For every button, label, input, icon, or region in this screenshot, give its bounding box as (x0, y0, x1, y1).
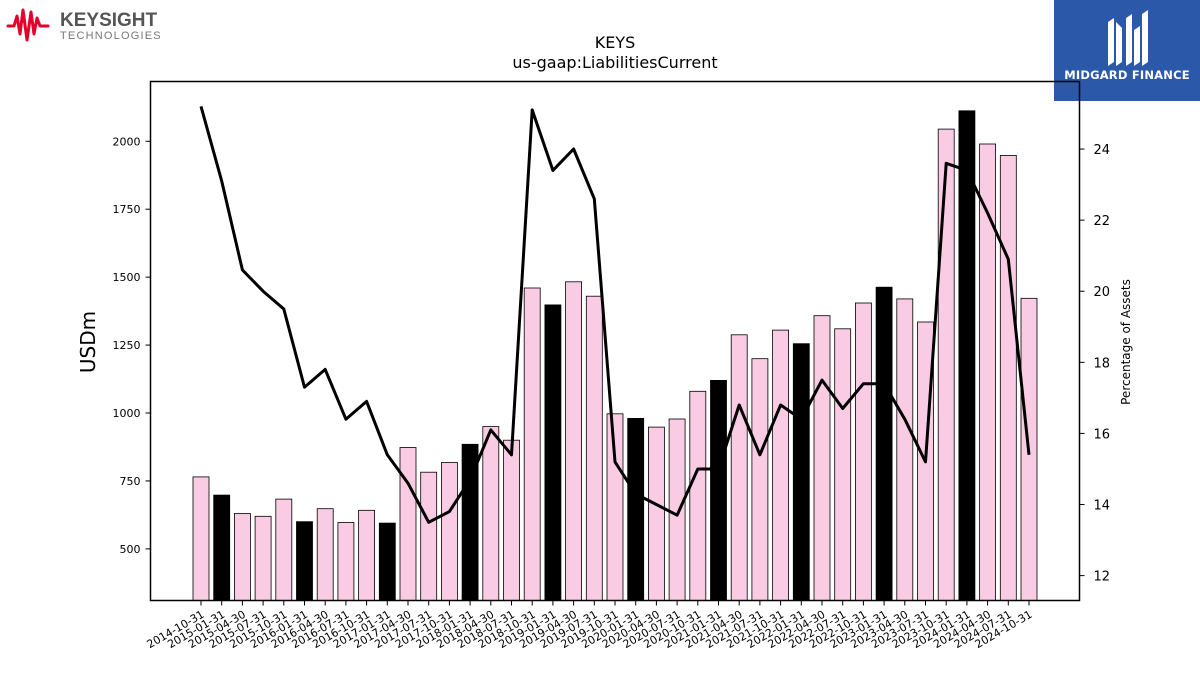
bar-2020-07-31 (668, 418, 686, 601)
bar-2022-01-31 (792, 343, 810, 601)
y-tick-right-label: 20 (1094, 285, 1111, 300)
bar-2017-10-31 (440, 462, 458, 601)
bar-2015-07-31 (254, 515, 272, 601)
bar-2016-10-31 (358, 509, 376, 601)
y-ticks-right: 12 14 16 18 20 22 24 (1079, 143, 1111, 585)
y-tick-right-label: 14 (1094, 499, 1111, 514)
bar-2016-07-31 (337, 522, 355, 601)
bar-2015-04-30 (233, 513, 251, 601)
y-tick-left-label: 1000 (113, 407, 141, 420)
bar-2023-01-31 (875, 286, 893, 601)
bar-2021-10-31 (772, 329, 789, 601)
bar-2017-04-30 (399, 447, 417, 601)
y-tick-left-label: 1250 (113, 339, 141, 352)
chart-subtitle: us-gaap:LiabilitiesCurrent (512, 53, 717, 72)
bar-2014-10-31 (192, 476, 210, 601)
bar-2020-04-30 (648, 426, 665, 601)
bar-2022-10-31 (855, 302, 872, 601)
bar-2019-04-30 (565, 281, 582, 601)
bar-2020-10-31 (689, 390, 707, 601)
bar-2016-01-31 (296, 521, 313, 601)
y-axis-label-right: Percentage of Assets (1119, 279, 1133, 405)
bar-2019-01-31 (544, 304, 562, 601)
midgard-finance-logo: MIDGARD FINANCE (1054, 0, 1200, 101)
y-tick-right-label: 18 (1094, 356, 1111, 371)
y-ticks-left: 500 750 1000 1250 1500 1750 2000 (113, 135, 151, 556)
y-axis-label-left: USDm (76, 311, 100, 373)
bar-2019-07-31 (585, 295, 603, 601)
bar-2021-07-31 (751, 358, 769, 601)
bar-series (192, 110, 1038, 601)
bar-2022-07-31 (834, 328, 852, 601)
bar-2020-01-31 (627, 417, 645, 601)
bar-2021-04-30 (730, 334, 748, 601)
midgard-logo-name: MIDGARD FINANCE (1064, 68, 1190, 82)
y-tick-left-label: 1750 (113, 203, 141, 216)
x-ticks: 2014-10-312015-01-312015-04-302015-07-31… (145, 600, 1035, 651)
bar-2017-07-31 (420, 471, 438, 601)
bar-2015-10-31 (275, 498, 293, 601)
bar-2015-01-31 (213, 494, 231, 601)
bar-2023-10-31 (937, 128, 955, 601)
y-tick-left-label: 500 (120, 543, 141, 556)
bar-2022-04-30 (813, 315, 831, 601)
chart-title: KEYS (595, 33, 636, 52)
bar-2019-10-31 (606, 413, 624, 601)
bar-2024-07-31 (999, 154, 1017, 601)
keysight-logo-sub: TECHNOLOGIES (60, 30, 162, 42)
bar-2018-07-31 (503, 439, 520, 601)
percentage-line (199, 105, 1031, 524)
bar-2017-01-31 (378, 522, 396, 601)
y-tick-right-label: 24 (1094, 143, 1111, 158)
bar-2016-04-30 (316, 508, 334, 601)
bar-2018-10-31 (523, 287, 541, 601)
y-tick-right-label: 12 (1094, 570, 1111, 585)
bar-2018-04-30 (482, 426, 500, 601)
keysight-logo-name: KEYSIGHT (60, 10, 158, 31)
line-series (199, 105, 1031, 524)
y-tick-left-label: 1500 (113, 271, 141, 284)
keysight-logo: KEYSIGHT TECHNOLOGIES (6, 4, 176, 46)
plot-frame (149, 80, 1081, 602)
y-tick-left-label: 2000 (113, 135, 141, 148)
keysight-wave-icon (6, 8, 50, 42)
y-tick-right-label: 16 (1094, 427, 1111, 442)
bar-2021-01-31 (710, 379, 727, 601)
y-tick-left-label: 750 (120, 475, 141, 488)
y-tick-right-label: 22 (1094, 214, 1111, 229)
midgard-emblem-icon (1108, 10, 1148, 66)
bar-2023-04-30 (896, 298, 914, 601)
